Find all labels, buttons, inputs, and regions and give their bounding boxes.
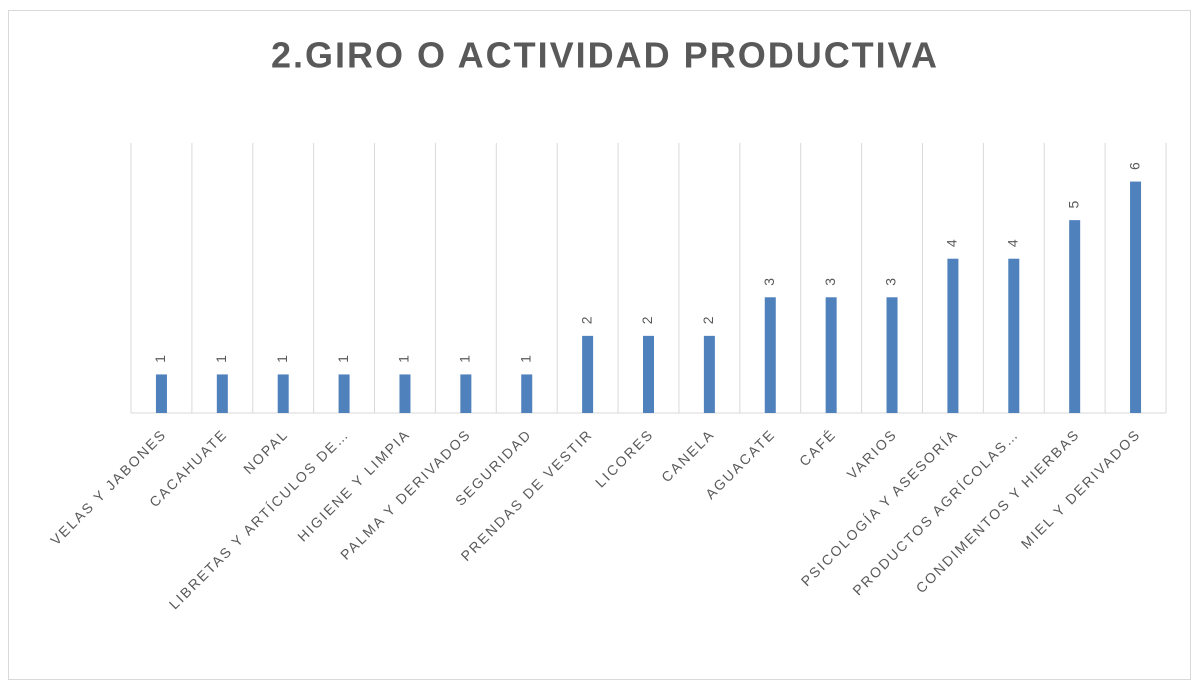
data-label: 1 [274,354,290,363]
data-label: 2 [700,315,716,324]
bar [703,335,715,413]
data-label: 1 [457,354,473,363]
data-label: 3 [883,277,899,286]
bar [399,374,411,413]
bar [1008,258,1020,413]
data-label: 1 [396,354,412,363]
bar [643,335,654,413]
bar [886,297,898,413]
bar [764,297,776,413]
data-label: 5 [1065,200,1081,209]
bar [460,374,472,413]
bar [825,297,837,413]
data-label: 6 [1126,161,1142,170]
bar [1069,220,1081,413]
data-label: 3 [822,277,838,286]
bar [582,335,594,413]
bar [277,374,289,413]
data-label: 1 [335,354,351,363]
data-label: 2 [639,315,655,324]
data-label: 3 [761,277,777,286]
chart-border [8,10,1191,680]
data-label: 1 [213,354,229,363]
bar [1130,181,1142,413]
data-label: 4 [1004,238,1020,247]
data-label: 2 [578,315,594,324]
bar [338,374,350,413]
bar [216,374,228,413]
bar [521,374,533,413]
data-label: 1 [517,354,533,363]
data-label: 1 [152,354,168,363]
data-label: 4 [944,238,960,247]
bar [947,258,959,413]
bar [155,374,167,413]
chart-title: 2.GIRO O ACTIVIDAD PRODUCTIVA [271,35,939,76]
